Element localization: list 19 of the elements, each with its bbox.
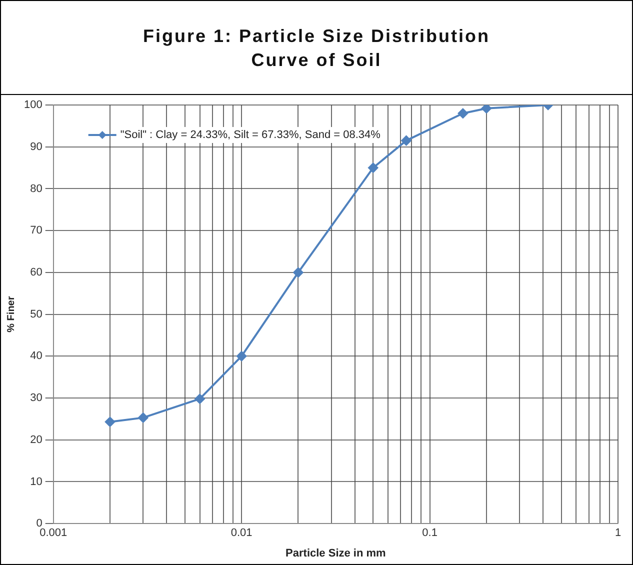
y-tick-label: 20 (30, 434, 42, 446)
x-tick-label: 0.1 (422, 527, 438, 540)
y-tick-label: 50 (30, 308, 42, 320)
y-axis-title: % Finer (6, 296, 17, 332)
y-tick-label: 0 (36, 518, 42, 530)
y-tick-label: 70 (30, 224, 42, 237)
x-tick-label: 0.01 (230, 527, 252, 540)
legend-label: "Soil" : Clay = 24.33%, Silt = 67.33%, Sand = 08.34% (120, 129, 381, 142)
y-tick-label: 10 (30, 476, 42, 488)
y-tick-label: 60 (30, 266, 42, 278)
y-tick-label: 40 (30, 350, 42, 362)
chart-title: Figure 1: Particle Size Distribution Curve of Soil (1, 1, 632, 95)
x-axis-title: Particle Size in mm (286, 547, 386, 560)
x-tick-label: 1 (614, 527, 622, 540)
y-tick-label: 90 (30, 140, 42, 153)
y-tick-label: 80 (30, 182, 42, 195)
y-tick-label: 30 (30, 392, 42, 404)
y-tick-label: 100 (24, 99, 42, 112)
x-tick-label: 0.001 (40, 527, 68, 540)
